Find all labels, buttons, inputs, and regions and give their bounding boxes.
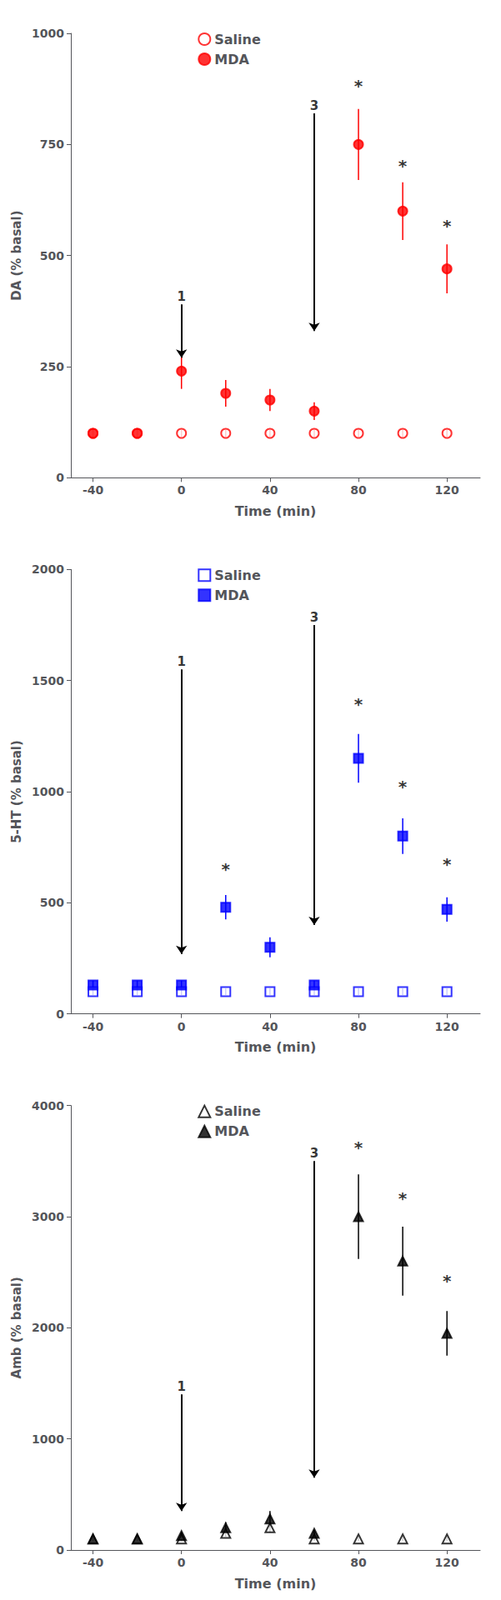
svg-text:3: 3 — [310, 610, 319, 626]
svg-text:80: 80 — [350, 483, 367, 497]
svg-text:2000: 2000 — [31, 1321, 65, 1335]
svg-text:120: 120 — [435, 1556, 460, 1570]
svg-text:0: 0 — [55, 470, 65, 485]
svg-text:1500: 1500 — [31, 674, 65, 688]
svg-text:-40: -40 — [82, 1020, 105, 1034]
svg-text:*: * — [442, 215, 452, 236]
svg-text:80: 80 — [350, 1556, 367, 1570]
svg-text:1000: 1000 — [31, 785, 65, 799]
svg-text:0: 0 — [55, 1007, 65, 1022]
svg-text:120: 120 — [435, 1020, 460, 1034]
svg-text:0: 0 — [55, 1543, 65, 1558]
svg-text:500: 500 — [40, 249, 65, 263]
svg-text:-40: -40 — [82, 483, 105, 497]
svg-text:*: * — [442, 854, 452, 875]
svg-text:40: 40 — [261, 483, 279, 497]
svg-text:3: 3 — [310, 98, 319, 114]
svg-text:0: 0 — [177, 1556, 186, 1570]
svg-text:0: 0 — [177, 483, 186, 497]
svg-text:1000: 1000 — [31, 1432, 65, 1447]
svg-text:*: * — [442, 1271, 452, 1292]
svg-text:*: * — [354, 1137, 364, 1158]
svg-text:1: 1 — [176, 654, 186, 670]
svg-text:*: * — [398, 1188, 408, 1209]
svg-text:*: * — [221, 859, 231, 880]
svg-text:-40: -40 — [82, 1556, 105, 1570]
svg-text:250: 250 — [40, 360, 65, 374]
svg-text:3000: 3000 — [31, 1210, 65, 1224]
svg-text:4000: 4000 — [31, 1099, 65, 1113]
svg-text:Saline: Saline — [214, 31, 261, 48]
svg-text:*: * — [398, 155, 408, 176]
svg-text:1: 1 — [176, 289, 186, 305]
svg-text:DA (% basal): DA (% basal) — [9, 210, 25, 301]
svg-text:MDA: MDA — [214, 51, 250, 68]
svg-text:750: 750 — [40, 137, 65, 151]
svg-text:5-HT (% basal): 5-HT (% basal) — [9, 740, 25, 844]
svg-text:40: 40 — [261, 1556, 279, 1570]
svg-text:Saline: Saline — [214, 567, 261, 584]
svg-text:*: * — [354, 694, 364, 715]
svg-text:0: 0 — [177, 1020, 186, 1034]
svg-text:120: 120 — [435, 483, 460, 497]
svg-text:Time (min): Time (min) — [235, 503, 317, 520]
svg-text:3: 3 — [310, 1146, 319, 1162]
svg-text:Time (min): Time (min) — [235, 1576, 317, 1593]
svg-text:1: 1 — [176, 1379, 186, 1395]
svg-text:*: * — [398, 776, 408, 797]
svg-text:40: 40 — [261, 1020, 279, 1034]
svg-text:MDA: MDA — [214, 587, 250, 604]
svg-text:Saline: Saline — [214, 1103, 261, 1120]
svg-text:*: * — [354, 75, 364, 96]
svg-text:80: 80 — [350, 1020, 367, 1034]
svg-text:500: 500 — [40, 896, 65, 910]
svg-text:MDA: MDA — [214, 1123, 250, 1140]
svg-text:1000: 1000 — [31, 26, 65, 41]
svg-text:Amb (% basal): Amb (% basal) — [9, 1277, 25, 1379]
svg-text:2000: 2000 — [31, 562, 65, 577]
svg-text:Time (min): Time (min) — [235, 1039, 317, 1056]
